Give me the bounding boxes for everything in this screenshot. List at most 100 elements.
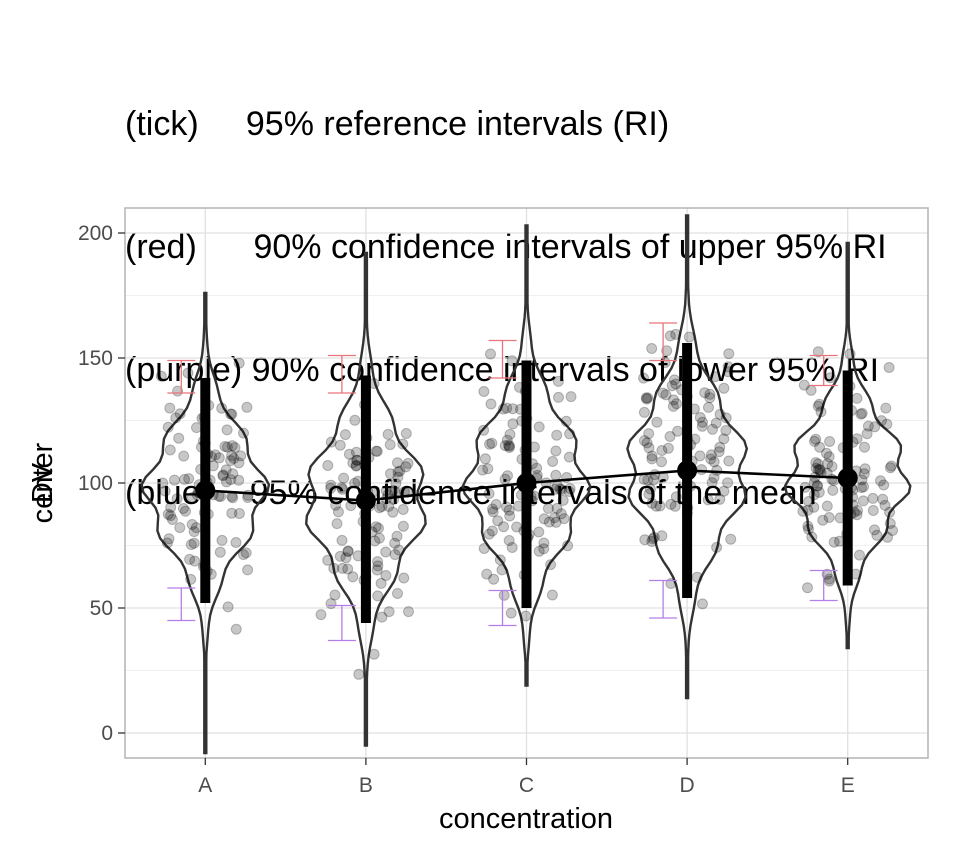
data-point-D — [648, 474, 660, 486]
x-axis-title: concentration — [439, 803, 613, 835]
data-point-D — [642, 474, 654, 486]
data-point-B — [397, 504, 409, 515]
data-point-A — [221, 476, 232, 488]
data-point-C — [499, 440, 511, 452]
data-point-E — [867, 492, 879, 504]
data-point-B — [330, 499, 342, 511]
data-point-D — [669, 374, 680, 386]
data-point-E — [855, 482, 867, 494]
data-point-C — [503, 504, 515, 516]
data-point-D — [651, 416, 663, 428]
data-point-D — [683, 331, 695, 343]
data-point-E — [815, 406, 827, 418]
data-point-E — [826, 461, 838, 472]
data-point-B — [397, 438, 409, 450]
data-point-A — [162, 508, 174, 520]
data-point-C — [562, 540, 574, 552]
data-point-B — [372, 560, 384, 572]
mean-point-A — [195, 480, 216, 501]
data-point-B — [373, 532, 385, 544]
data-point-D — [697, 598, 708, 610]
data-point-D — [671, 398, 682, 410]
intervals — [167, 322, 853, 642]
data-point-B — [371, 445, 383, 457]
violins — [140, 214, 912, 755]
data-point-A — [184, 553, 196, 565]
data-point-E — [859, 463, 871, 475]
data-point-A — [226, 507, 238, 519]
data-point-B — [345, 500, 357, 512]
data-point-C — [485, 398, 497, 410]
data-point-E — [823, 451, 835, 463]
data-point-D — [660, 389, 672, 401]
data-point-D — [640, 392, 652, 404]
data-point-A — [183, 473, 195, 485]
data-point-E — [808, 477, 820, 489]
data-point-E — [810, 433, 822, 445]
data-point-C — [560, 415, 572, 427]
data-point-D — [697, 416, 708, 428]
data-point-D — [659, 357, 671, 369]
data-point-D — [648, 531, 660, 543]
data-point-C — [483, 528, 495, 540]
data-point-A — [177, 503, 189, 514]
data-point-B — [347, 571, 359, 583]
data-point-B — [322, 554, 334, 566]
data-point-E — [880, 402, 892, 414]
data-point-C — [556, 484, 568, 496]
data-point-C — [504, 428, 516, 440]
data-point-D — [668, 394, 680, 406]
data-point-D — [644, 483, 656, 495]
data-point-E — [810, 457, 822, 469]
data-point-C — [498, 589, 510, 601]
data-point-C — [553, 391, 564, 403]
data-point-D — [664, 431, 676, 442]
data-point-A — [225, 474, 237, 486]
mean-point-C — [516, 473, 537, 493]
data-point-D — [643, 488, 655, 500]
data-point-B — [383, 500, 395, 512]
data-point-A — [182, 367, 194, 379]
data-point-B — [389, 537, 401, 549]
data-point-A — [179, 473, 190, 485]
data-point-A — [186, 519, 198, 530]
data-point-E — [808, 501, 820, 513]
mean-point-B — [355, 490, 376, 511]
data-point-A — [186, 492, 198, 503]
data-point-B — [403, 606, 414, 618]
data-point-C — [555, 508, 567, 520]
data-point-A — [191, 422, 202, 434]
data-point-D — [657, 387, 669, 399]
data-point-A — [216, 534, 228, 546]
data-point-E — [854, 549, 865, 561]
data-point-C — [542, 502, 554, 514]
data-point-E — [887, 525, 898, 536]
data-point-B — [339, 429, 351, 441]
data-point-D — [638, 406, 650, 418]
x-tick-label: E — [841, 774, 855, 797]
data-point-C — [487, 506, 499, 518]
data-point-A — [226, 440, 238, 452]
data-point-A — [238, 427, 249, 439]
data-point-C — [478, 543, 490, 554]
data-point-C — [550, 516, 562, 528]
data-point-A — [238, 549, 249, 561]
data-point-C — [488, 573, 500, 585]
data-point-A — [164, 402, 176, 414]
data-point-C — [505, 607, 517, 619]
data-point-C — [481, 568, 493, 580]
data-point-C — [490, 499, 502, 510]
data-point-C — [550, 445, 562, 457]
data-point-B — [347, 457, 359, 469]
data-point-D — [696, 420, 708, 432]
data-point-B — [353, 668, 365, 680]
data-point-D — [713, 446, 725, 458]
data-point-C — [506, 355, 518, 367]
data-point-C — [550, 469, 562, 481]
data-point-B — [380, 546, 392, 558]
data-point-D — [714, 493, 726, 505]
data-point-D — [669, 500, 681, 512]
data-point-B — [394, 465, 406, 477]
data-point-B — [384, 439, 396, 451]
data-point-C — [503, 442, 515, 453]
